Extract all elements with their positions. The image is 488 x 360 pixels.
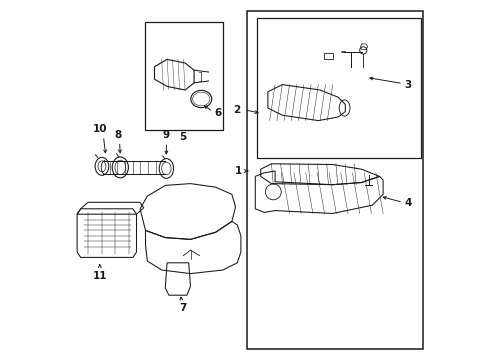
Text: 9: 9 <box>163 130 170 140</box>
Text: 1: 1 <box>234 166 242 176</box>
Text: 5: 5 <box>179 132 186 143</box>
Text: 2: 2 <box>232 105 240 115</box>
Bar <box>257 18 420 158</box>
Text: 3: 3 <box>404 80 411 90</box>
Bar <box>323 53 332 59</box>
Text: 6: 6 <box>213 108 221 118</box>
Text: 11: 11 <box>92 271 107 281</box>
Text: 4: 4 <box>404 198 411 208</box>
Bar <box>247 11 422 349</box>
Text: 7: 7 <box>179 303 186 314</box>
Bar <box>145 22 223 130</box>
Text: 10: 10 <box>92 124 107 134</box>
Text: 8: 8 <box>115 130 122 140</box>
